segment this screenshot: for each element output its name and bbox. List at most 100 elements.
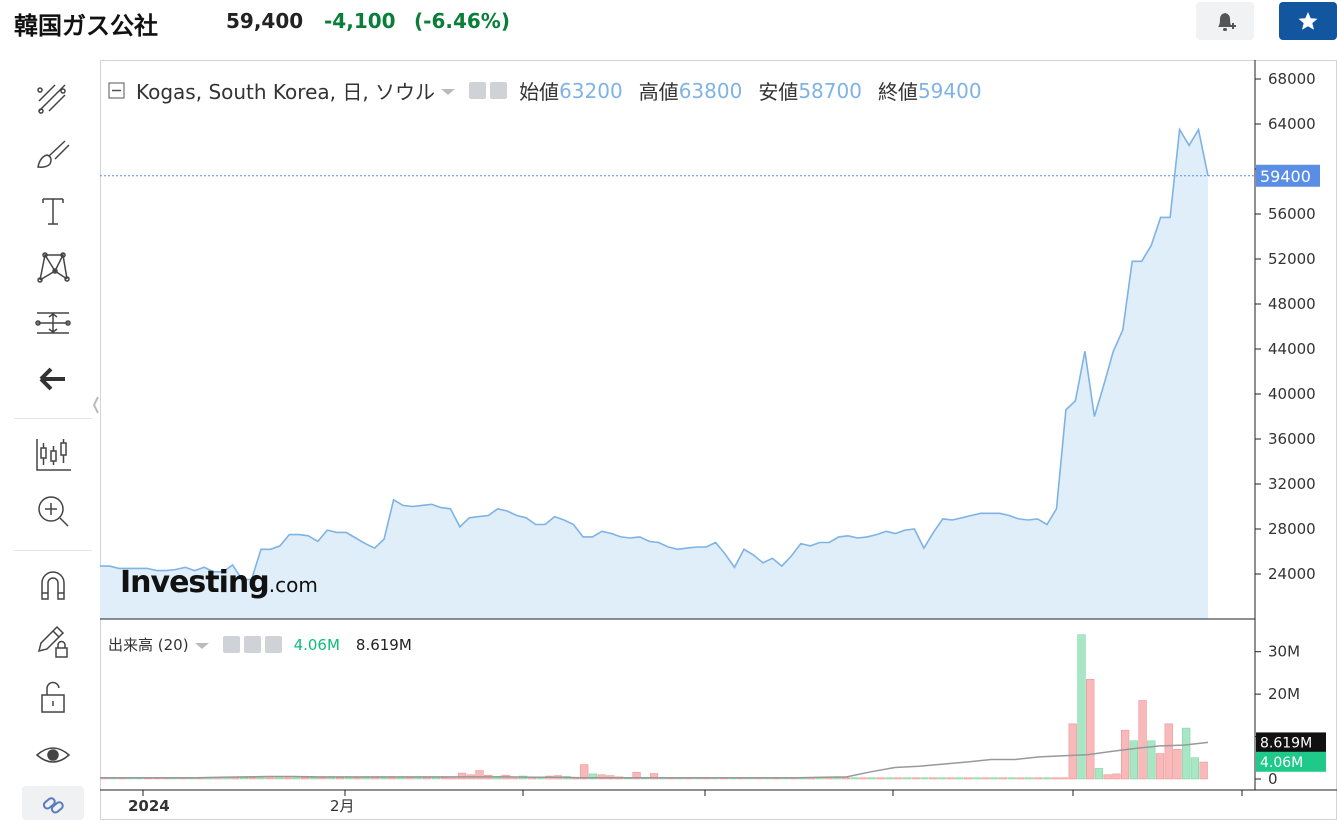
- volume-axis: 0 20M 30M: [1255, 643, 1300, 788]
- star-icon: [1298, 12, 1318, 30]
- gear-icon[interactable]: [243, 636, 261, 653]
- volume-bar: [981, 777, 990, 780]
- volume-bar: [1147, 740, 1156, 780]
- back-arrow-icon[interactable]: [34, 360, 72, 398]
- volume-bar: [929, 777, 938, 780]
- link-icon[interactable]: [22, 786, 84, 820]
- magnet-icon[interactable]: [34, 566, 72, 604]
- measure-icon[interactable]: [34, 304, 72, 342]
- volume-bar: [440, 777, 449, 780]
- volume-bar: [370, 777, 379, 780]
- close-value: 59400: [917, 78, 982, 103]
- volume-bar: [972, 777, 981, 780]
- price-axis-label: 40000: [1268, 385, 1316, 403]
- volume-bar: [292, 777, 301, 780]
- visibility-icon[interactable]: [469, 82, 487, 99]
- volume-bar: [1138, 700, 1147, 780]
- svg-text:8.619M: 8.619M: [1260, 735, 1312, 751]
- volume-bar: [588, 773, 598, 780]
- price-axis-label: 44000: [1268, 340, 1316, 358]
- unlock-icon[interactable]: [34, 678, 72, 716]
- low-label: 安値: [758, 80, 799, 104]
- volume-bar: [379, 777, 388, 780]
- volume-bar: [257, 777, 266, 780]
- volume-bar: [431, 777, 441, 780]
- volume-bar: [1199, 761, 1208, 780]
- price-axis-label: 28000: [1268, 520, 1316, 538]
- volume-bar: [937, 777, 947, 780]
- volume-bar: [1190, 757, 1200, 780]
- volume-bar: [1129, 740, 1138, 780]
- volume-bar: [1103, 774, 1112, 780]
- eye-icon[interactable]: [34, 736, 72, 774]
- toolbar-collapse-handle[interactable]: [92, 396, 99, 414]
- bell-plus-icon: [1218, 13, 1236, 31]
- volume-bar: [1016, 777, 1025, 780]
- volume-bar: [266, 777, 275, 780]
- volume-bar: [876, 777, 885, 780]
- volume-bar: [1086, 679, 1095, 780]
- close-icon[interactable]: [264, 636, 282, 653]
- volume-tag: 8.619M: [1256, 732, 1326, 753]
- last-price-tag-text: 59400: [1260, 167, 1311, 186]
- volume-bar: [1007, 777, 1016, 780]
- svg-text:4.06M: 4.06M: [1260, 755, 1303, 771]
- volume-bar: [902, 777, 912, 780]
- page-title: 韓国ガス公社: [14, 12, 158, 40]
- visibility-icon[interactable]: [222, 636, 240, 653]
- volume-tags: 8.619M 4.06M: [1256, 732, 1326, 772]
- symbol-name[interactable]: Kogas, South Korea, 日, ソウル: [136, 80, 436, 104]
- pattern-icon[interactable]: [34, 248, 72, 286]
- volume-bar: [1025, 777, 1034, 780]
- volume-bar: [920, 777, 929, 780]
- volume-bar: [1155, 753, 1165, 780]
- brush-icon[interactable]: [34, 136, 72, 174]
- last-price: 59,400: [226, 9, 304, 33]
- volume-axis-label: 20M: [1268, 685, 1300, 703]
- toolbar-divider: [14, 418, 92, 419]
- gear-icon[interactable]: [490, 82, 508, 99]
- collapse-legend-icon[interactable]: [108, 82, 126, 100]
- price-line: [100, 127, 1209, 581]
- pencil-lock-icon[interactable]: [34, 622, 72, 660]
- investing-logo: Investing.com: [120, 565, 318, 600]
- volume-bar: [946, 777, 955, 780]
- add-alert-button[interactable]: [1196, 2, 1254, 40]
- crosshair-lines-icon[interactable]: [34, 80, 72, 118]
- price-axis-label: 36000: [1268, 430, 1316, 448]
- volume-bar: [998, 777, 1008, 780]
- zoom-in-icon[interactable]: [34, 492, 72, 530]
- volume-bar: [990, 777, 999, 780]
- watchlist-star-button[interactable]: [1279, 2, 1337, 40]
- time-axis: 2024 2月: [128, 790, 1243, 815]
- volume-tag: 4.06M: [1256, 751, 1326, 772]
- volume-bar: [283, 777, 292, 780]
- volume-bar: [361, 777, 371, 780]
- volume-bar: [911, 777, 920, 780]
- open-value: 63200: [559, 78, 623, 103]
- volume-axis-label: 0: [1268, 770, 1278, 788]
- volume-bar: [867, 777, 877, 780]
- chart-legend: Kogas, South Korea, 日, ソウル 始値 63200 高値 6…: [108, 76, 998, 105]
- price-axis: 24000 28000 32000 36000 40000 44000 48000 52000…: [1255, 70, 1316, 583]
- volume-bar: [963, 777, 973, 780]
- volume-bar: [231, 777, 240, 780]
- candles-icon[interactable]: [34, 436, 72, 474]
- volume-bar: [388, 777, 397, 780]
- price-chart[interactable]: 24000 28000 32000 36000 40000 44000 48000 52000…: [100, 60, 1337, 820]
- volume-label[interactable]: 出来高 (20): [108, 636, 189, 654]
- volume-bar: [318, 777, 327, 780]
- volume-bar: [396, 777, 406, 780]
- volume-bar: [1112, 773, 1121, 780]
- volume-bar: [632, 771, 641, 780]
- chevron-down-icon[interactable]: [193, 640, 211, 650]
- volume-bar: [423, 777, 432, 780]
- price-axis-label: 64000: [1268, 115, 1316, 133]
- chart-area[interactable]: 24000 28000 32000 36000 40000 44000 48000 52000…: [100, 60, 1337, 820]
- volume-bar: [414, 777, 423, 780]
- volume-bar: [580, 764, 589, 780]
- text-icon[interactable]: [34, 192, 72, 230]
- volume-bar: [239, 777, 249, 780]
- chevron-down-icon[interactable]: [439, 86, 457, 96]
- price-change: -4,100: [324, 9, 396, 33]
